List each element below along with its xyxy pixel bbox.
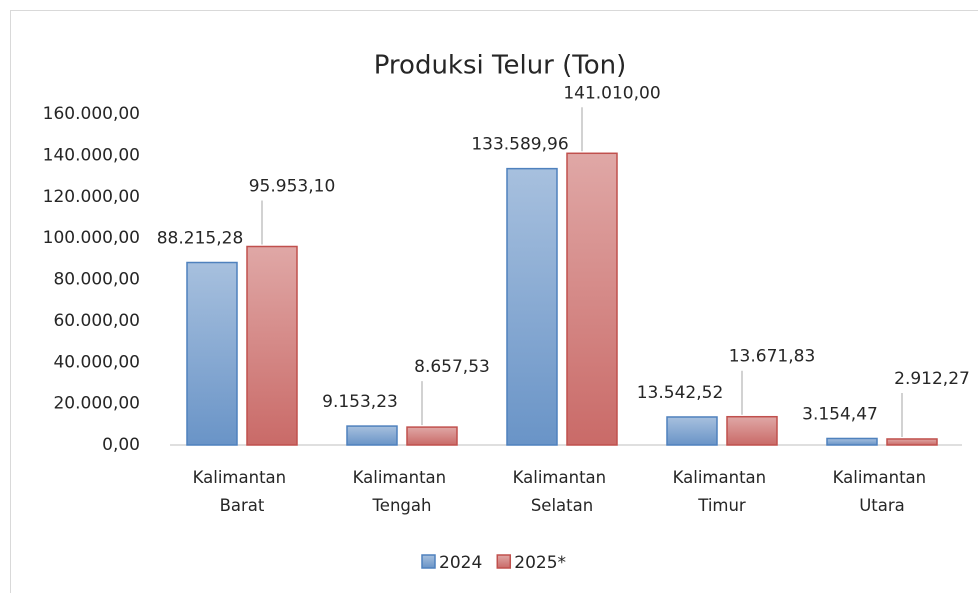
- legend-swatch: [421, 554, 436, 569]
- bar: [506, 167, 558, 446]
- bar: [826, 437, 878, 446]
- bar: [566, 152, 618, 446]
- data-label: 2.912,27: [894, 369, 970, 389]
- data-label: 88.215,28: [157, 229, 244, 249]
- data-label: 3.154,47: [802, 404, 878, 424]
- data-label: 133.589,96: [471, 135, 568, 155]
- bar: [186, 261, 238, 446]
- chart-frame: [10, 10, 978, 593]
- legend-swatch: [496, 554, 512, 569]
- chart-title: Produksi Telur (Ton): [374, 51, 627, 81]
- bar: [666, 416, 718, 446]
- bar: [346, 425, 398, 446]
- bar: [406, 426, 458, 446]
- data-label: 95.953,10: [249, 176, 336, 196]
- data-label: 8.657,53: [414, 357, 490, 377]
- x-tick-label: Kalimantan Barat: [193, 468, 292, 515]
- y-tick-label: 40.000,00: [53, 352, 140, 372]
- y-tick-label: 100.000,00: [43, 228, 140, 248]
- x-tick-label: Kalimantan Selatan: [513, 468, 612, 515]
- x-tick-label: Kalimantan Tengah: [353, 468, 452, 515]
- y-tick-label: 80.000,00: [53, 270, 140, 290]
- data-label: 13.671,83: [729, 347, 816, 367]
- y-tick-label: 120.000,00: [43, 187, 140, 207]
- y-tick-label: 60.000,00: [53, 311, 140, 331]
- x-tick-label: Kalimantan Utara: [833, 468, 932, 515]
- x-tick-label: Kalimantan Timur: [673, 468, 772, 515]
- data-label: 13.542,52: [637, 383, 724, 403]
- bar: [246, 245, 298, 446]
- legend-label: 2024: [439, 553, 482, 573]
- bar: [886, 438, 938, 446]
- legend-label: 2025*: [514, 553, 566, 573]
- data-label: 141.010,00: [563, 83, 660, 103]
- y-tick-label: 140.000,00: [43, 145, 140, 165]
- bar: [726, 415, 778, 446]
- y-tick-label: 20.000,00: [53, 394, 140, 414]
- y-tick-label: 0,00: [102, 435, 140, 455]
- data-label: 9.153,23: [322, 392, 398, 412]
- y-tick-label: 160.000,00: [43, 104, 140, 124]
